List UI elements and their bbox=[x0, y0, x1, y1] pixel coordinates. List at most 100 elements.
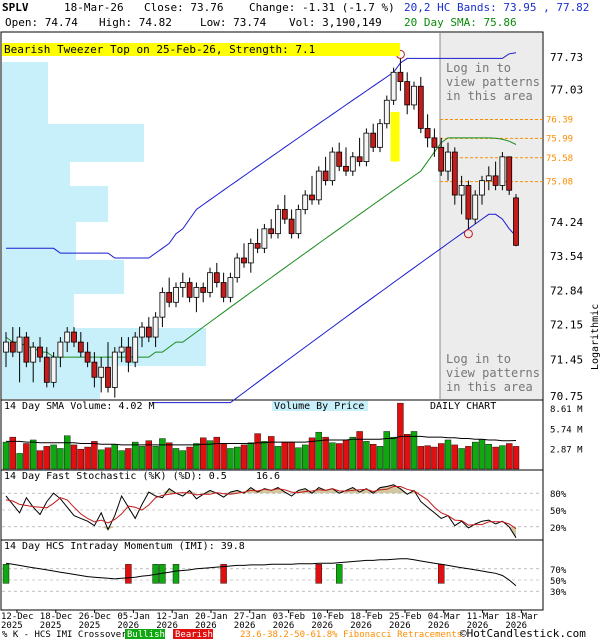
volume-tick-label: 5.74 M bbox=[550, 425, 583, 435]
volume-bar bbox=[77, 448, 85, 470]
candle-body bbox=[207, 272, 213, 293]
x-axis-date-label: 04-Mar bbox=[428, 612, 461, 622]
candle-body bbox=[288, 218, 295, 235]
x-axis-date-label: 03-Feb bbox=[273, 612, 306, 622]
imi-crossover-marker bbox=[172, 564, 180, 584]
x-axis-year-label: 2026 bbox=[467, 621, 489, 631]
volume-bar bbox=[125, 448, 132, 470]
candle-body bbox=[411, 85, 417, 106]
volume-bar bbox=[336, 443, 343, 470]
candle-body bbox=[125, 346, 132, 363]
candle-body bbox=[397, 71, 404, 82]
candle-body bbox=[302, 194, 309, 210]
candle-body bbox=[479, 180, 485, 196]
x-axis-date-label: 27-Jan bbox=[234, 612, 267, 622]
fib-legend: 23.6-38.2-50-61.8% Fibonacci Retracement… bbox=[240, 630, 462, 640]
candle-body bbox=[37, 346, 43, 358]
candle-body bbox=[3, 341, 9, 353]
candle-body bbox=[492, 175, 499, 186]
price-tick-label: 70.75 bbox=[550, 390, 583, 403]
candle-body bbox=[152, 316, 159, 338]
volume-bar bbox=[104, 447, 112, 470]
volume-bar bbox=[152, 446, 159, 470]
volume-bar bbox=[63, 435, 71, 470]
x-axis-date-label: 11-Mar bbox=[467, 612, 500, 622]
volume-bar bbox=[506, 443, 513, 470]
volume-bar bbox=[417, 446, 424, 470]
candle-body bbox=[241, 257, 247, 264]
volume-bar bbox=[9, 436, 17, 470]
volume-bar bbox=[254, 433, 261, 470]
candle-body bbox=[472, 194, 479, 220]
candle-body bbox=[322, 170, 329, 182]
candle-body bbox=[111, 351, 118, 388]
change-label: Change: -1.31 (-1.7 %) bbox=[249, 1, 395, 14]
x-axis-date-label: 26-Dec bbox=[79, 612, 112, 622]
axis-layer: 77.73 77.03 74.24 73.54 72.84 72.15 71.45 70.75… bbox=[1, 51, 583, 631]
price-tick-label: 77.73 bbox=[550, 51, 583, 64]
imi-crossover-marker bbox=[125, 564, 132, 584]
stoch-d-line bbox=[5, 486, 517, 530]
candle-body bbox=[268, 228, 275, 235]
candle-body bbox=[132, 336, 139, 363]
candle-body bbox=[431, 137, 438, 148]
imi-crossover-marker bbox=[2, 564, 10, 584]
volume-bar bbox=[16, 453, 23, 470]
volume-bar bbox=[220, 443, 227, 470]
volume-bar bbox=[342, 439, 350, 470]
volume-bar bbox=[404, 434, 411, 470]
login-top-3: in this area bbox=[446, 89, 533, 103]
volume-bar bbox=[118, 450, 125, 470]
volume-bar bbox=[383, 431, 390, 470]
volume-bar bbox=[288, 441, 295, 470]
imi-layer bbox=[2, 558, 543, 592]
candle-body bbox=[295, 209, 302, 235]
candle-body bbox=[417, 85, 424, 129]
candle-body bbox=[465, 185, 472, 220]
volume-bar bbox=[274, 446, 282, 470]
login-bottom-3: in this area bbox=[446, 380, 533, 394]
volume-tick-label: 2.87 M bbox=[550, 446, 583, 456]
price-tick-label: 72.84 bbox=[550, 284, 583, 297]
login-top-2: view patterns bbox=[446, 75, 540, 89]
x-axis-date-label: 12-Jan bbox=[156, 612, 189, 622]
volume-bar bbox=[329, 442, 336, 470]
candle-body bbox=[139, 326, 145, 338]
daily-chart-label: DAILY CHART bbox=[430, 401, 496, 412]
x-axis-date-label: 25-Feb bbox=[389, 612, 422, 622]
x-axis-date-label: 12-Dec bbox=[1, 612, 34, 622]
volume-bar bbox=[349, 436, 356, 470]
x-axis-date-label: 18-Feb bbox=[350, 612, 383, 622]
candle-body bbox=[186, 282, 193, 298]
candle-body bbox=[9, 341, 16, 353]
volume-bar bbox=[233, 446, 241, 470]
imi-panel-frame bbox=[0, 539, 544, 611]
volume-bar bbox=[213, 436, 221, 470]
volume-bar bbox=[91, 441, 98, 470]
candle-body bbox=[370, 132, 377, 148]
pattern-highlight bbox=[390, 111, 400, 162]
volume-bar bbox=[179, 450, 187, 470]
login-bottom-1: Log in to bbox=[446, 352, 511, 366]
volume-bar bbox=[363, 441, 370, 470]
sma-legend: 20 Day SMA: 75.86 bbox=[404, 16, 517, 29]
volume-bar bbox=[499, 445, 506, 470]
volume-bar bbox=[295, 447, 302, 470]
volume-bar bbox=[111, 444, 119, 470]
candle-body bbox=[309, 194, 315, 201]
bearish-swatch bbox=[173, 629, 213, 639]
x-axis-year-label: 2026 bbox=[273, 621, 295, 631]
candle-body bbox=[261, 228, 268, 249]
imi-crossover-marker bbox=[336, 564, 343, 584]
candle-body bbox=[213, 272, 220, 283]
stoch-tick-label: 50% bbox=[550, 507, 567, 517]
volume-bar bbox=[159, 438, 166, 470]
price-tick-label: 72.15 bbox=[550, 319, 583, 332]
x-axis-year-label: 2026 bbox=[505, 621, 527, 631]
volume-bar bbox=[472, 441, 479, 470]
volume-tick-label: 8.61 M bbox=[550, 405, 583, 415]
price-tick-label: 73.54 bbox=[550, 250, 583, 263]
candle-body bbox=[438, 146, 445, 172]
imi-crossover-marker bbox=[438, 564, 445, 584]
